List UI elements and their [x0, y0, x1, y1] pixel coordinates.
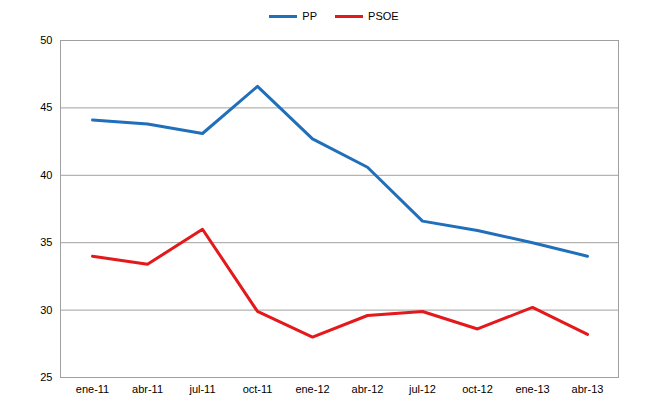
svg-text:abr-13: abr-13 — [572, 383, 604, 395]
svg-text:oct-11: oct-11 — [243, 383, 273, 395]
svg-text:abr-12: abr-12 — [352, 383, 384, 395]
svg-text:25: 25 — [40, 371, 52, 383]
svg-text:abr-11: abr-11 — [132, 383, 163, 395]
svg-text:ene-13: ene-13 — [515, 383, 549, 395]
svg-text:jul-11: jul-11 — [188, 383, 215, 395]
html-text:PSOE: PSOE — [368, 10, 399, 22]
html-text:PP: PP — [302, 10, 317, 22]
svg-text:35: 35 — [40, 236, 52, 248]
svg-text:50: 50 — [40, 34, 52, 46]
svg-text:ene-12: ene-12 — [295, 383, 329, 395]
svg-text:40: 40 — [40, 169, 52, 181]
svg-text:45: 45 — [40, 101, 52, 113]
svg-text:ene-11: ene-11 — [76, 383, 109, 395]
svg-text:30: 30 — [40, 304, 52, 316]
svg-text:oct-12: oct-12 — [462, 383, 493, 395]
svg-text:jul-12: jul-12 — [408, 383, 436, 395]
